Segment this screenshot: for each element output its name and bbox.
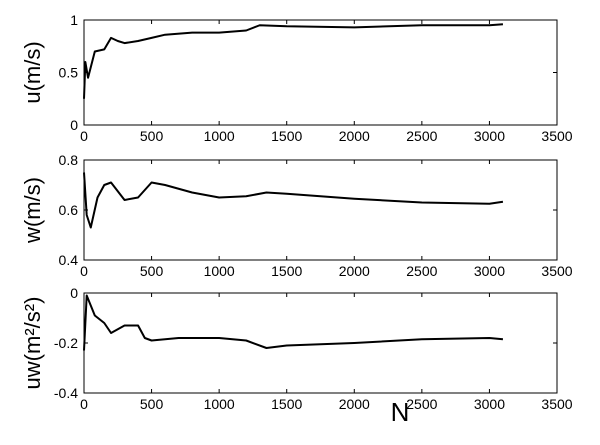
x-tick-label: 2500 [406,396,437,412]
x-tick-label: 0 [80,396,88,412]
x-tick-label: 0 [80,263,88,279]
x-tick-label: 1000 [204,396,235,412]
x-tick-label: 2000 [339,128,370,144]
x-tick-label: 3500 [541,128,572,144]
x-tick-label: 1000 [204,263,235,279]
x-tick-label: 1000 [204,128,235,144]
x-tick-label: 0 [80,128,88,144]
y-axis-label: u(m/s) [20,41,45,103]
x-tick-label: 3000 [474,128,505,144]
x-tick-label: 500 [140,396,164,412]
y-tick-label: 0.8 [59,152,79,168]
y-tick-label: 0.6 [59,202,79,218]
x-tick-label: 2500 [406,128,437,144]
data-line [83,294,504,351]
y-axis-label: uw(m²/s²) [20,297,45,390]
y-axis-label: w(m/s) [20,177,45,244]
x-tick-label: 2000 [339,263,370,279]
axes-box [83,19,558,126]
x-tick-label: 500 [140,263,164,279]
x-tick-label: 1500 [271,128,302,144]
x-tick-label: 1500 [271,396,302,412]
y-tick-label: -0.2 [54,335,78,351]
x-tick-label: 500 [140,128,164,144]
x-tick-label: 3500 [541,263,572,279]
y-tick-label: 0.5 [59,65,79,81]
y-tick-label: 0.4 [59,252,79,268]
y-tick-label: 0 [70,117,78,133]
x-tick-label: 3000 [474,263,505,279]
y-tick-label: 0 [70,285,78,301]
data-line [83,23,504,99]
data-line [83,172,504,229]
x-tick-label: 2000 [339,396,370,412]
x-tick-label: 2500 [406,263,437,279]
x-tick-label: 3000 [474,396,505,412]
x-tick-label: 1500 [271,263,302,279]
axes-box [83,292,558,394]
y-tick-label: -0.4 [54,385,78,401]
x-tick-label: 3500 [541,396,572,412]
y-tick-label: 1 [70,12,78,28]
x-axis-label: N [391,397,410,427]
axes-box [83,159,558,261]
